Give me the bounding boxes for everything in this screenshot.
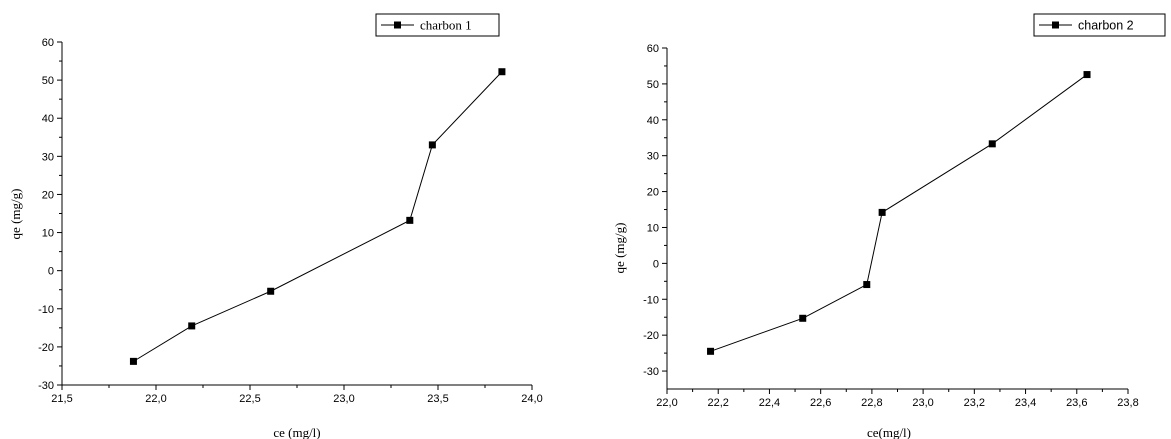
y-tick-label: 0 (48, 266, 54, 278)
y-tick-label: -10 (643, 294, 659, 306)
x-tick-label: 24,0 (521, 393, 542, 405)
chart-charbon-2: 22,0 22,2 22,4 22,6 22,8 23,0 23,2 23,4 23,6 23,8… (612, 13, 1166, 439)
y-tick-label: 10 (647, 222, 659, 234)
data-point-marker (707, 347, 715, 355)
data-point-marker (799, 314, 807, 322)
y-tick-label: 0 (653, 258, 659, 270)
legend-box (1033, 13, 1166, 37)
y-tick-label: 30 (647, 151, 659, 163)
y-tick-label: 30 (42, 151, 54, 163)
data-point-marker (988, 140, 996, 148)
x-tick-label: 22,2 (708, 397, 729, 409)
x-tick-label: 23,6 (1066, 397, 1087, 409)
y-axis-title: qe (mg/g) (8, 189, 23, 240)
legend-marker (1052, 21, 1059, 29)
x-tick-label: 23,2 (964, 397, 985, 409)
data-point-marker (878, 208, 886, 216)
x-axis-title: ce (mg/l) (273, 425, 320, 439)
x-tick-label: 23,5 (427, 393, 448, 405)
data-point-marker (267, 287, 275, 295)
x-tick-label: 23,8 (1117, 397, 1138, 409)
y-tick-label: 40 (42, 113, 54, 125)
y-tick-label: -30 (643, 366, 659, 378)
y-tick-label: -30 (38, 380, 54, 392)
x-tick-label: 21,5 (51, 393, 72, 405)
legend-marker (394, 21, 401, 29)
legend-label: charbon 1 (420, 18, 472, 33)
y-tick-label: 20 (647, 187, 659, 199)
y-tick-label: 20 (42, 189, 54, 201)
data-point-marker (863, 281, 871, 289)
x-tick-label: 23,4 (1015, 397, 1036, 409)
x-tick-label: 22,6 (810, 397, 831, 409)
legend-label: charbon 2 (1078, 19, 1134, 33)
chart-charbon-1: 21,5 22,0 22,5 23,0 23,5 24,0 -30 -20 -10 0 10 20 30… (8, 13, 543, 439)
y-tick-label: -20 (643, 330, 659, 342)
x-tick-label: 22,8 (861, 397, 882, 409)
x-axis-title: ce(mg/l) (867, 425, 911, 439)
y-tick-label: 60 (42, 37, 54, 49)
data-point-marker (1083, 71, 1091, 79)
series-line (710, 74, 1088, 352)
x-tick-label: 23,0 (333, 393, 354, 405)
x-tick-label: 22,5 (239, 393, 260, 405)
data-point-marker (188, 322, 196, 330)
y-tick-label: 40 (647, 115, 659, 127)
y-tick-label: 50 (42, 75, 54, 87)
legend-box (375, 13, 500, 37)
series-line (133, 71, 503, 362)
y-tick-label: 60 (647, 43, 659, 55)
data-point-marker (129, 357, 137, 365)
y-axis-title: qe (mg/g) (612, 223, 627, 274)
data-point-marker (428, 141, 436, 149)
data-point-marker (498, 68, 506, 76)
y-tick-label: 50 (647, 79, 659, 91)
y-tick-label: -20 (38, 342, 54, 354)
x-tick-label: 22,0 (656, 397, 677, 409)
y-tick-label: -10 (38, 304, 54, 316)
data-point-marker (406, 216, 414, 224)
x-tick-label: 22,0 (145, 393, 166, 405)
y-tick-label: 10 (42, 228, 54, 240)
x-tick-label: 22,4 (759, 397, 780, 409)
x-tick-label: 23,0 (912, 397, 933, 409)
